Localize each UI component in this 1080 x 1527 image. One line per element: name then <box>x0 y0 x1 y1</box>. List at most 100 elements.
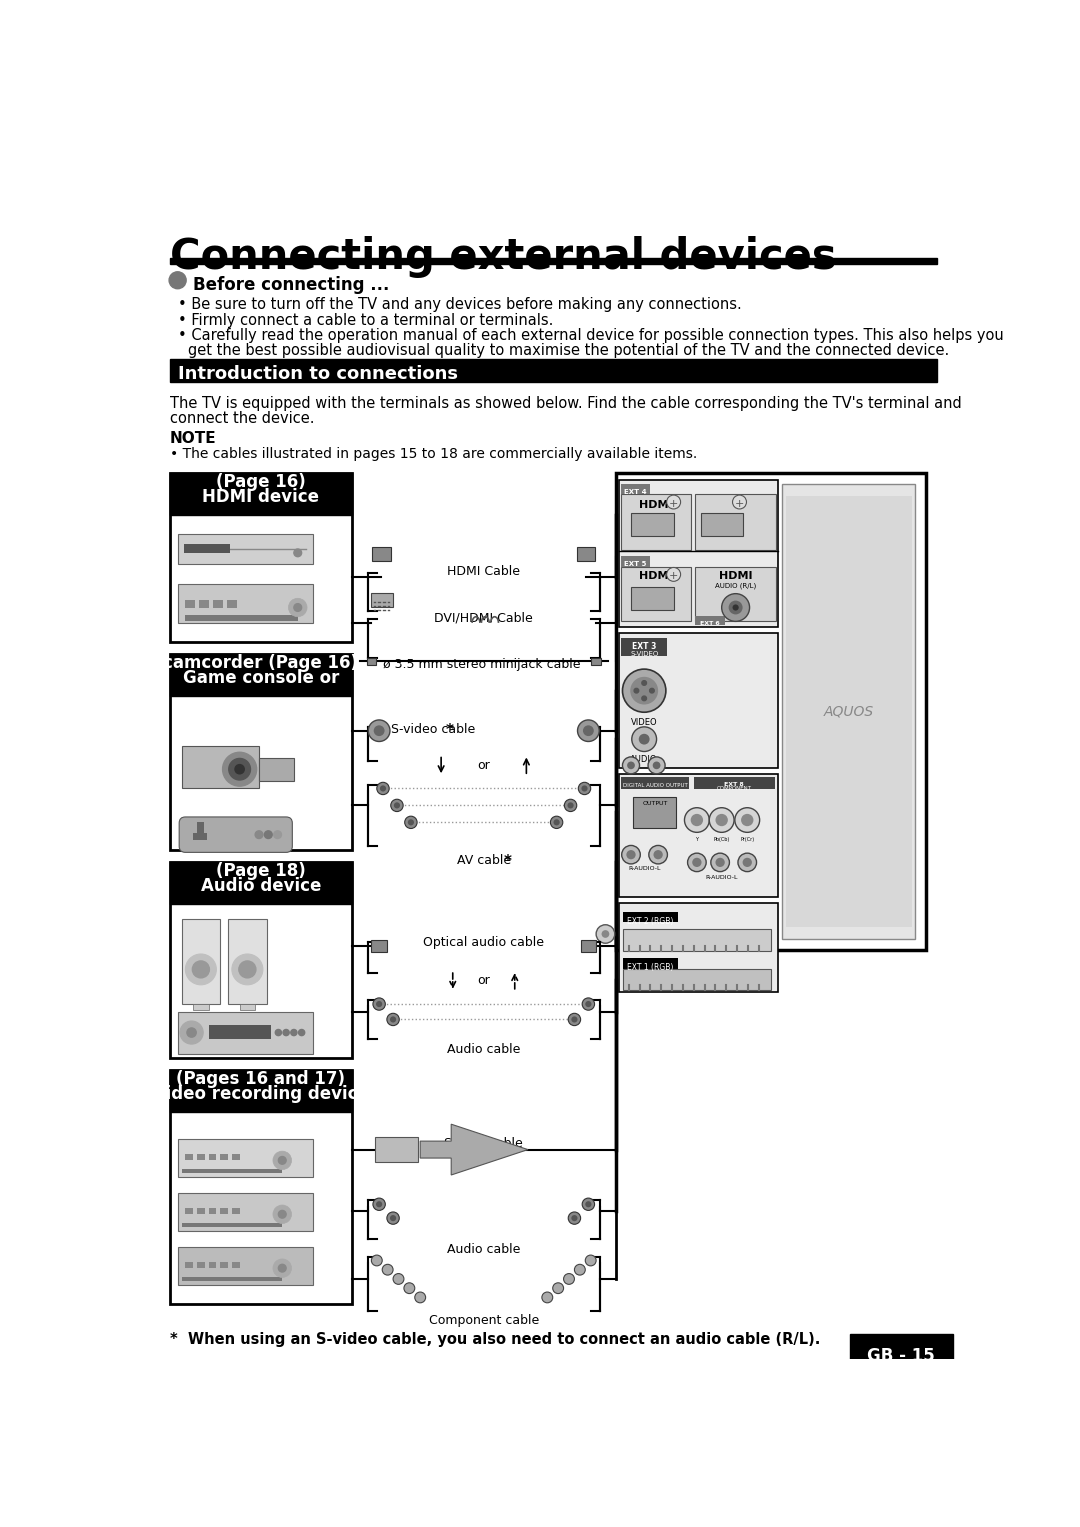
Bar <box>181 1277 282 1281</box>
Circle shape <box>685 808 710 832</box>
Circle shape <box>408 820 414 826</box>
Circle shape <box>391 799 403 811</box>
Circle shape <box>631 676 658 704</box>
Circle shape <box>582 999 595 1011</box>
Bar <box>181 747 259 788</box>
Circle shape <box>187 1028 197 1037</box>
Circle shape <box>648 757 665 774</box>
Text: EXT 5: EXT 5 <box>624 562 647 568</box>
Bar <box>850 1335 953 1359</box>
Circle shape <box>382 1264 393 1275</box>
Text: EXT 8: EXT 8 <box>725 782 744 786</box>
Circle shape <box>715 858 725 867</box>
Bar <box>240 1005 255 1011</box>
Bar <box>186 1154 193 1161</box>
Circle shape <box>279 1264 286 1272</box>
Circle shape <box>404 1283 415 1293</box>
Bar <box>220 1261 228 1267</box>
Bar <box>623 912 677 922</box>
Bar <box>701 513 743 536</box>
Text: AUDIO (R/L): AUDIO (R/L) <box>715 583 756 589</box>
Bar <box>213 600 222 608</box>
Circle shape <box>279 1156 286 1164</box>
Bar <box>232 1261 240 1267</box>
Text: R-AUDIO-L: R-AUDIO-L <box>705 875 738 881</box>
Circle shape <box>553 1283 564 1293</box>
Circle shape <box>711 854 729 872</box>
Circle shape <box>255 831 262 838</box>
Bar <box>220 1208 228 1214</box>
Bar <box>633 797 676 828</box>
Text: (Page 16): (Page 16) <box>216 473 306 492</box>
Text: HDMI: HDMI <box>719 571 753 582</box>
Bar <box>170 861 352 904</box>
Text: Game console or: Game console or <box>183 669 339 687</box>
Text: The TV is equipped with the terminals as showed below. Find the cable correspond: The TV is equipped with the terminals as… <box>170 395 961 411</box>
Bar <box>186 1261 193 1267</box>
Bar <box>621 484 650 495</box>
Bar <box>367 658 376 666</box>
Bar <box>621 777 689 789</box>
Circle shape <box>710 808 734 832</box>
Circle shape <box>390 1215 396 1222</box>
Circle shape <box>542 1292 553 1303</box>
Circle shape <box>653 851 663 860</box>
Circle shape <box>585 1002 592 1008</box>
Circle shape <box>741 814 754 826</box>
Circle shape <box>568 1212 581 1225</box>
Text: Pb(Cb): Pb(Cb) <box>714 837 730 841</box>
Bar <box>184 544 230 553</box>
Text: ø 3.5 mm stereo minijack cable: ø 3.5 mm stereo minijack cable <box>383 658 581 670</box>
Text: camcorder (Page 16): camcorder (Page 16) <box>163 655 359 672</box>
Bar <box>208 1208 216 1214</box>
Text: HDMI: HDMI <box>639 499 673 510</box>
Circle shape <box>374 725 384 736</box>
Circle shape <box>298 1029 305 1035</box>
Text: Y: Y <box>696 837 699 841</box>
Circle shape <box>564 1274 575 1284</box>
Bar <box>177 534 313 563</box>
Circle shape <box>622 757 639 774</box>
Text: Optical audio cable: Optical audio cable <box>423 936 544 950</box>
Circle shape <box>554 820 559 826</box>
Bar <box>197 823 204 837</box>
Text: Before connecting ...: Before connecting ... <box>193 276 390 293</box>
Bar <box>186 615 298 621</box>
Text: EXT 2 (RGB): EXT 2 (RGB) <box>627 918 674 925</box>
Circle shape <box>565 799 577 811</box>
Circle shape <box>571 1215 578 1222</box>
Text: HDMI: HDMI <box>639 571 673 582</box>
Text: AQUOS: AQUOS <box>824 704 874 719</box>
Circle shape <box>738 854 757 872</box>
Circle shape <box>688 854 706 872</box>
Text: EXT 6: EXT 6 <box>700 620 720 626</box>
Text: Component cable: Component cable <box>429 1315 539 1327</box>
FancyArrow shape <box>420 1124 528 1174</box>
Text: *: * <box>446 722 455 738</box>
Circle shape <box>638 734 649 745</box>
Circle shape <box>372 1255 382 1266</box>
Circle shape <box>294 603 301 611</box>
Bar <box>170 654 352 851</box>
Bar <box>177 585 313 623</box>
Bar <box>177 1193 313 1231</box>
Circle shape <box>715 814 728 826</box>
Bar <box>372 941 387 953</box>
Circle shape <box>734 808 759 832</box>
Bar <box>227 600 237 608</box>
Text: +: + <box>669 571 678 582</box>
Circle shape <box>239 960 256 977</box>
Circle shape <box>373 999 386 1011</box>
Circle shape <box>387 1014 400 1026</box>
Text: Video recording device: Video recording device <box>153 1084 369 1102</box>
Circle shape <box>602 930 609 938</box>
Circle shape <box>578 719 599 742</box>
Text: Pr(Cr): Pr(Cr) <box>740 837 754 841</box>
Circle shape <box>652 762 661 770</box>
Circle shape <box>380 785 387 791</box>
Bar <box>619 481 779 626</box>
Circle shape <box>692 858 702 867</box>
Bar <box>181 919 220 1005</box>
Circle shape <box>585 1255 596 1266</box>
Circle shape <box>571 1017 578 1023</box>
